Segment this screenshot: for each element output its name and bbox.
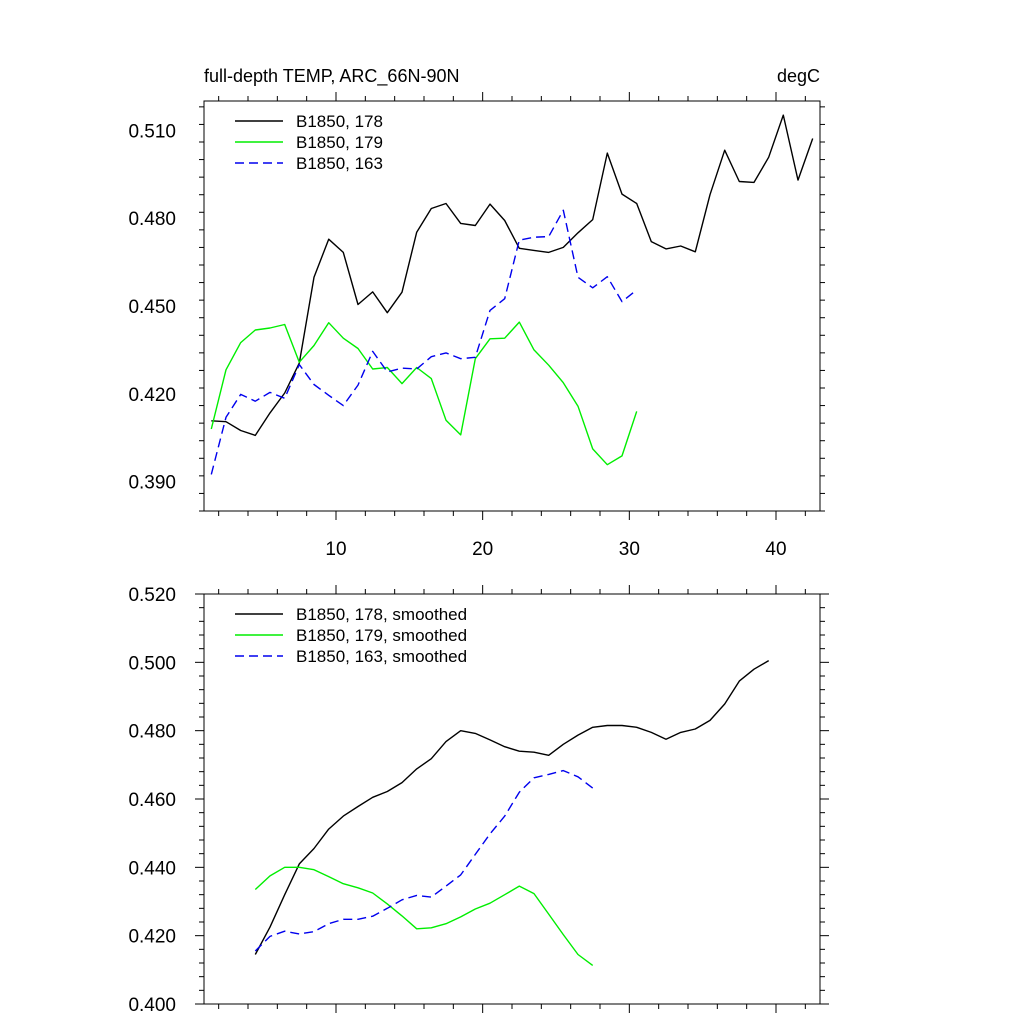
series-line-1 — [211, 114, 814, 437]
legend-label: B1850, 179, smoothed — [296, 626, 467, 645]
series-line-2 — [254, 866, 594, 966]
x-tick-label: 20 — [472, 539, 493, 560]
legend-label: B1850, 163, smoothed — [296, 647, 467, 666]
chart-units: degC — [777, 66, 820, 86]
legend-label: B1850, 178 — [296, 112, 383, 131]
legend-label: B1850, 178, smoothed — [296, 605, 467, 624]
y-tick-label: 0.420 — [128, 385, 176, 406]
y-tick-label: 0.510 — [128, 121, 176, 142]
y-tick-label: 0.480 — [128, 722, 176, 743]
y-tick-label: 0.520 — [128, 585, 176, 606]
axis-ticks: 0.400 0.420 0.440 0.460 0.480 0.500 0.520 — [128, 585, 829, 1016]
legend: B1850, 178 B1850, 179 B1850, 163 — [235, 112, 383, 173]
y-tick-label: 0.400 — [128, 995, 176, 1016]
series-line-3 — [254, 769, 594, 952]
y-tick-label: 0.460 — [128, 790, 176, 811]
series-line-3 — [210, 209, 638, 475]
y-tick-label: 0.500 — [128, 653, 176, 674]
y-tick-label: 0.450 — [128, 297, 176, 318]
x-tick-label: 40 — [765, 539, 786, 560]
y-tick-label: 0.390 — [128, 473, 176, 494]
x-tick-label: 10 — [325, 539, 346, 560]
series-lines — [254, 659, 770, 966]
series-lines — [210, 114, 814, 475]
chart-panel-top: full-depth TEMP, ARC_66N-90N degC 10 20 30… — [128, 66, 825, 560]
y-tick-label: 0.480 — [128, 209, 176, 230]
series-line-2 — [210, 321, 638, 466]
series-line-1 — [254, 659, 770, 955]
legend: B1850, 178, smoothed B1850, 179, smoothed… — [235, 605, 467, 666]
legend-label: B1850, 179 — [296, 133, 383, 152]
chart-title: full-depth TEMP, ARC_66N-90N — [204, 66, 459, 87]
chart-panel-bottom: 0.400 0.420 0.440 0.460 0.480 0.500 0.520 B185… — [128, 585, 829, 1016]
legend-label: B1850, 163 — [296, 154, 383, 173]
y-tick-label: 0.420 — [128, 927, 176, 948]
y-tick-label: 0.440 — [128, 858, 176, 879]
axis-ticks: 10 20 30 40 0.390 0.420 0.450 0.480 0.510 — [128, 92, 825, 560]
x-tick-label: 30 — [619, 539, 640, 560]
